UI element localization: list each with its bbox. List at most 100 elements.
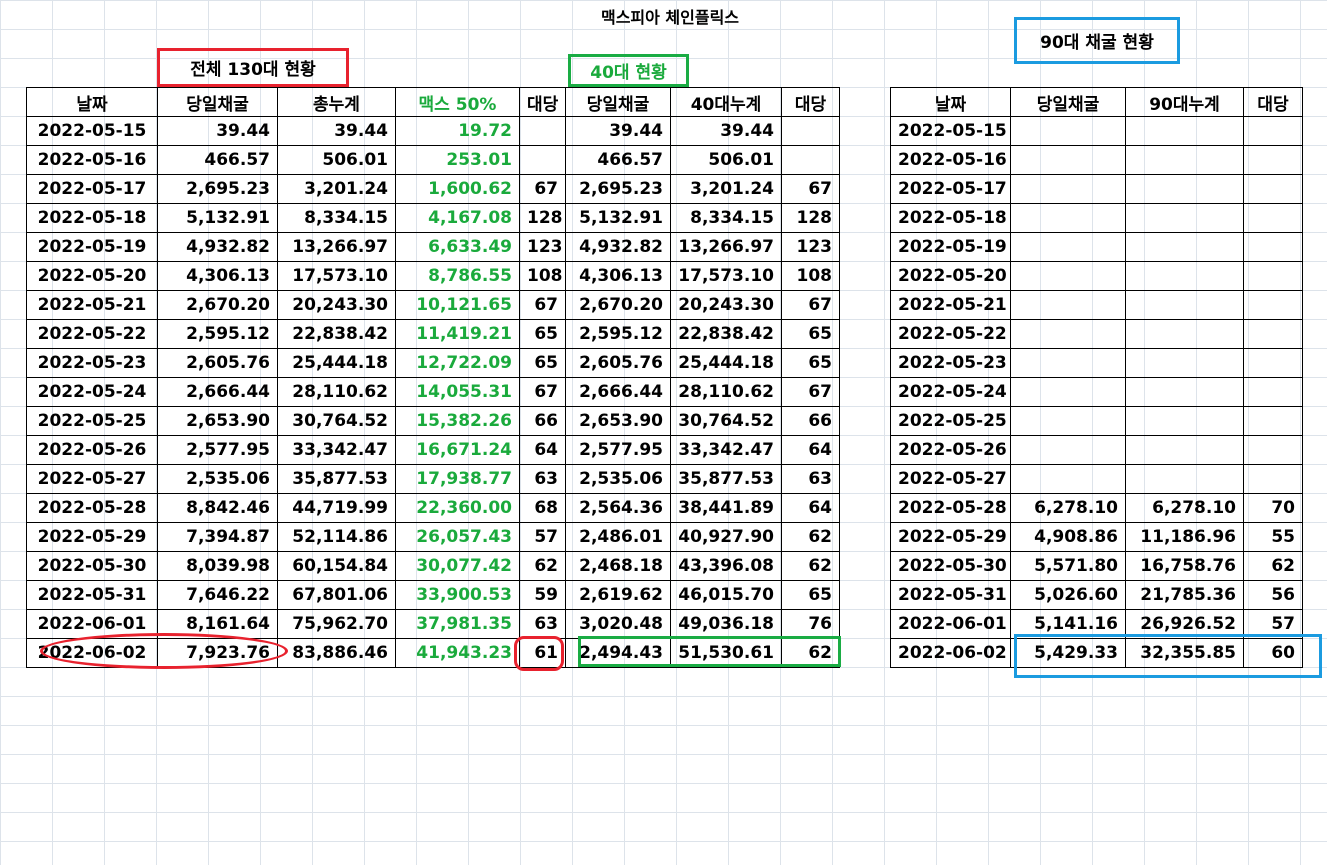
cell-per-unit[interactable]: 67 <box>519 290 566 320</box>
cell-max-50[interactable]: 22,360.00 <box>395 493 520 523</box>
cell-daily-mining[interactable]: 2,605.76 <box>157 348 278 378</box>
cell-90-cumulative[interactable] <box>1125 261 1244 291</box>
cell-total-cumulative[interactable]: 22,838.42 <box>277 319 396 349</box>
cell-90-date[interactable]: 2022-05-26 <box>890 435 1011 465</box>
cell-per-unit[interactable]: 108 <box>519 261 566 291</box>
cell-daily-mining[interactable]: 4,306.13 <box>157 261 278 291</box>
cell-40-per-unit[interactable]: 65 <box>781 348 840 378</box>
cell-max-50[interactable]: 30,077.42 <box>395 551 520 581</box>
cell-90-date[interactable]: 2022-05-25 <box>890 406 1011 436</box>
cell-90-per-unit[interactable] <box>1243 232 1303 262</box>
cell-90-per-unit[interactable]: 57 <box>1243 609 1303 639</box>
cell-per-unit[interactable]: 65 <box>519 319 566 349</box>
cell-per-unit[interactable]: 64 <box>519 435 566 465</box>
cell-per-unit[interactable] <box>519 145 566 175</box>
cell-90-cumulative[interactable] <box>1125 348 1244 378</box>
cell-40-per-unit[interactable] <box>781 116 840 146</box>
cell-date[interactable]: 2022-06-02 <box>26 638 158 668</box>
cell-daily-mining[interactable]: 466.57 <box>157 145 278 175</box>
cell-date[interactable]: 2022-05-29 <box>26 522 158 552</box>
cell-date[interactable]: 2022-05-19 <box>26 232 158 262</box>
cell-40-daily-mining[interactable]: 2,486.01 <box>565 522 671 552</box>
cell-90-daily-mining[interactable] <box>1010 232 1126 262</box>
cell-daily-mining[interactable]: 8,161.64 <box>157 609 278 639</box>
cell-per-unit[interactable]: 66 <box>519 406 566 436</box>
cell-90-daily-mining[interactable] <box>1010 116 1126 146</box>
cell-total-cumulative[interactable]: 3,201.24 <box>277 174 396 204</box>
cell-daily-mining[interactable]: 7,646.22 <box>157 580 278 610</box>
header-90-daily-mining[interactable]: 당일채굴 <box>1010 87 1126 117</box>
cell-40-per-unit[interactable]: 63 <box>781 464 840 494</box>
cell-total-cumulative[interactable]: 25,444.18 <box>277 348 396 378</box>
cell-40-cumulative[interactable]: 8,334.15 <box>670 203 782 233</box>
cell-total-cumulative[interactable]: 35,877.53 <box>277 464 396 494</box>
cell-date[interactable]: 2022-06-01 <box>26 609 158 639</box>
header-90-per-unit[interactable]: 대당 <box>1243 87 1303 117</box>
cell-90-date[interactable]: 2022-05-15 <box>890 116 1011 146</box>
cell-per-unit[interactable]: 57 <box>519 522 566 552</box>
cell-40-per-unit[interactable]: 67 <box>781 290 840 320</box>
cell-per-unit[interactable]: 67 <box>519 377 566 407</box>
cell-max-50[interactable]: 14,055.31 <box>395 377 520 407</box>
header-per-unit[interactable]: 대당 <box>519 87 566 117</box>
cell-date[interactable]: 2022-05-23 <box>26 348 158 378</box>
cell-40-daily-mining[interactable]: 2,619.62 <box>565 580 671 610</box>
cell-per-unit[interactable] <box>519 116 566 146</box>
cell-90-daily-mining[interactable] <box>1010 319 1126 349</box>
cell-40-daily-mining[interactable]: 2,595.12 <box>565 319 671 349</box>
cell-per-unit[interactable]: 128 <box>519 203 566 233</box>
cell-total-cumulative[interactable]: 67,801.06 <box>277 580 396 610</box>
cell-90-date[interactable]: 2022-05-20 <box>890 261 1011 291</box>
cell-90-cumulative[interactable]: 21,785.36 <box>1125 580 1244 610</box>
cell-90-per-unit[interactable]: 60 <box>1243 638 1303 668</box>
cell-date[interactable]: 2022-05-26 <box>26 435 158 465</box>
cell-90-daily-mining[interactable] <box>1010 348 1126 378</box>
cell-90-per-unit[interactable] <box>1243 406 1303 436</box>
cell-90-per-unit[interactable]: 55 <box>1243 522 1303 552</box>
cell-90-daily-mining[interactable] <box>1010 435 1126 465</box>
cell-90-date[interactable]: 2022-05-19 <box>890 232 1011 262</box>
cell-40-per-unit[interactable]: 62 <box>781 551 840 581</box>
cell-90-date[interactable]: 2022-05-16 <box>890 145 1011 175</box>
cell-max-50[interactable]: 4,167.08 <box>395 203 520 233</box>
cell-90-date[interactable]: 2022-05-18 <box>890 203 1011 233</box>
header-40-per-unit[interactable]: 대당 <box>781 87 840 117</box>
cell-per-unit[interactable]: 63 <box>519 609 566 639</box>
cell-daily-mining[interactable]: 2,653.90 <box>157 406 278 436</box>
cell-90-date[interactable]: 2022-05-31 <box>890 580 1011 610</box>
cell-90-per-unit[interactable] <box>1243 464 1303 494</box>
cell-90-per-unit[interactable] <box>1243 348 1303 378</box>
cell-max-50[interactable]: 10,121.65 <box>395 290 520 320</box>
cell-90-cumulative[interactable]: 32,355.85 <box>1125 638 1244 668</box>
cell-daily-mining[interactable]: 7,923.76 <box>157 638 278 668</box>
cell-90-cumulative[interactable] <box>1125 174 1244 204</box>
cell-90-daily-mining[interactable] <box>1010 290 1126 320</box>
cell-90-per-unit[interactable] <box>1243 290 1303 320</box>
cell-total-cumulative[interactable]: 33,342.47 <box>277 435 396 465</box>
cell-date[interactable]: 2022-05-24 <box>26 377 158 407</box>
cell-daily-mining[interactable]: 39.44 <box>157 116 278 146</box>
cell-total-cumulative[interactable]: 506.01 <box>277 145 396 175</box>
cell-40-cumulative[interactable]: 40,927.90 <box>670 522 782 552</box>
cell-90-cumulative[interactable]: 16,758.76 <box>1125 551 1244 581</box>
cell-90-per-unit[interactable] <box>1243 377 1303 407</box>
cell-total-cumulative[interactable]: 8,334.15 <box>277 203 396 233</box>
cell-40-cumulative[interactable]: 20,243.30 <box>670 290 782 320</box>
cell-40-daily-mining[interactable]: 466.57 <box>565 145 671 175</box>
cell-date[interactable]: 2022-05-27 <box>26 464 158 494</box>
cell-40-daily-mining[interactable]: 2,494.43 <box>565 638 671 668</box>
cell-40-per-unit[interactable]: 67 <box>781 377 840 407</box>
cell-date[interactable]: 2022-05-25 <box>26 406 158 436</box>
cell-90-date[interactable]: 2022-05-30 <box>890 551 1011 581</box>
cell-max-50[interactable]: 1,600.62 <box>395 174 520 204</box>
cell-total-cumulative[interactable]: 17,573.10 <box>277 261 396 291</box>
cell-90-cumulative[interactable] <box>1125 145 1244 175</box>
cell-40-daily-mining[interactable]: 2,666.44 <box>565 377 671 407</box>
cell-40-daily-mining[interactable]: 2,670.20 <box>565 290 671 320</box>
cell-40-per-unit[interactable]: 128 <box>781 203 840 233</box>
cell-90-date[interactable]: 2022-05-21 <box>890 290 1011 320</box>
cell-90-date[interactable]: 2022-05-17 <box>890 174 1011 204</box>
cell-per-unit[interactable]: 63 <box>519 464 566 494</box>
cell-40-daily-mining[interactable]: 2,605.76 <box>565 348 671 378</box>
header-date[interactable]: 날짜 <box>26 87 158 117</box>
